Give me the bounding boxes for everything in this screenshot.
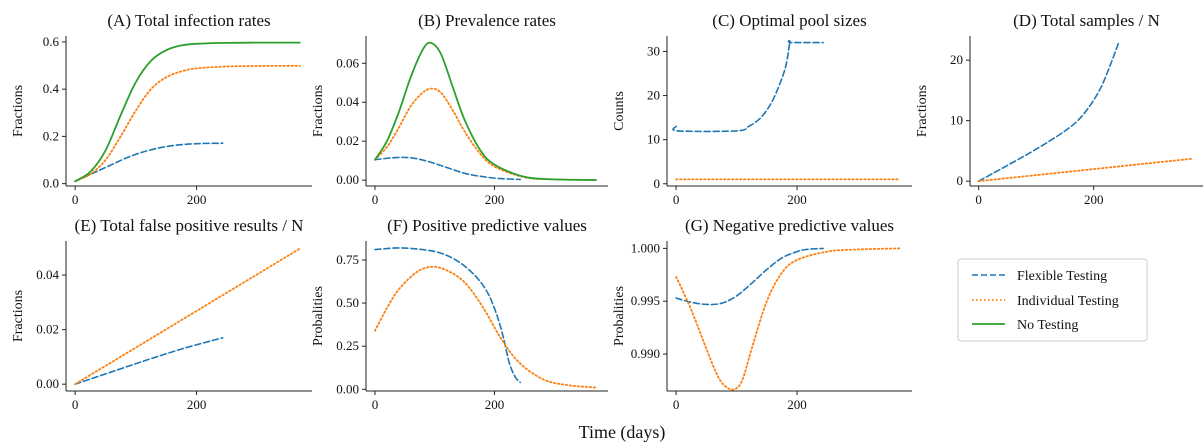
panel-a-title: (A) Total infection rates (107, 11, 270, 30)
panel-g-xtick-label: 200 (787, 397, 807, 412)
panel-e: (E) Total false positive results / N Frac… (11, 216, 312, 412)
panel-c-series-flexible-testing (672, 39, 824, 133)
panel-d-xtick-label: 0 (975, 192, 982, 207)
panel-d-series-individual-testing (977, 157, 1193, 183)
panel-e-series-flexible-testing (74, 337, 224, 385)
panel-e-ytick-label: 0.04 (36, 267, 59, 282)
panel-a-ytick-label: 0.2 (43, 128, 59, 143)
panel-g-series-flexible-testing (675, 247, 824, 306)
panel-e-ytick-label: 0.02 (36, 322, 59, 337)
panel-g-ytick-label: 1.000 (631, 240, 660, 255)
legend-label-no-testing: No Testing (1017, 318, 1078, 333)
panel-f: (F) Positive predictive values Probalitie… (311, 216, 608, 412)
panel-d-series-flexible-testing (977, 42, 1120, 182)
panel-g-ytick-label: 0.995 (631, 293, 660, 308)
legend-label-flexible: Flexible Testing (1017, 269, 1107, 284)
panel-b-xtick-label: 200 (485, 192, 505, 207)
panel-f-ytick-label: 0.00 (336, 381, 359, 396)
panel-f-title: (F) Positive predictive values (387, 216, 587, 235)
panel-a-ylabel: Fractions (11, 85, 26, 137)
panel-b-ytick-label: 0.04 (336, 94, 359, 109)
panel-a-ytick-label: 0.6 (43, 34, 60, 49)
panel-f-ylabel: Probalities (311, 286, 326, 346)
panel-a-series-no-testing (74, 41, 301, 183)
panel-d-ytick-label: 0 (957, 173, 964, 188)
panel-a-ytick-label: 0.4 (43, 81, 60, 96)
panel-e-series-individual-testing (74, 247, 301, 386)
panel-e-xtick-label: 0 (72, 397, 79, 412)
panel-d-ytick-label: 20 (950, 52, 963, 67)
panel-c-ylabel: Counts (612, 91, 627, 131)
panel-b-series-individual-testing (374, 87, 597, 181)
panel-e-ytick-label: 0.00 (36, 376, 59, 391)
panel-f-series-individual-testing (374, 265, 597, 389)
panel-b-ytick-label: 0.06 (336, 55, 359, 70)
panel-f-xtick-label: 0 (372, 397, 379, 412)
panel-b-series-no-testing (374, 41, 597, 181)
panel-c-xtick-label: 200 (787, 192, 807, 207)
panel-a-series-individual-testing (74, 64, 301, 183)
panel-f-ytick-label: 0.50 (336, 295, 359, 310)
panel-d-title: (D) Total samples / N (1013, 11, 1160, 30)
panel-g-xtick-label: 0 (673, 397, 680, 412)
panel-b-xtick-label: 0 (372, 192, 379, 207)
panel-a-series-flexible-testing (74, 142, 224, 183)
panel-a: (A) Total infection rates Fractions 0 200 0.… (11, 11, 312, 207)
panel-b: (B) Prevalence rates Fractions 0 200 0.00 0.0… (311, 11, 608, 207)
panel-f-ytick-label: 0.75 (336, 252, 359, 267)
panel-d-ytick-label: 10 (950, 113, 963, 128)
panel-f-series-flexible-testing (374, 247, 521, 384)
panel-f-ytick-label: 0.25 (336, 338, 359, 353)
panel-g-title: (G) Negative predictive values (685, 216, 894, 235)
panel-c-ytick-label: 30 (647, 43, 660, 58)
panel-a-xtick-label: 0 (72, 192, 79, 207)
panel-d-xtick-label: 200 (1084, 192, 1104, 207)
panel-b-ytick-label: 0.00 (336, 172, 359, 187)
panel-b-ylabel: Fractions (311, 85, 326, 137)
panel-b-series-flexible-testing (374, 156, 521, 181)
legend-label-individual: Individual Testing (1017, 294, 1119, 309)
panel-g-ylabel: Probalities (612, 286, 627, 346)
panel-d-ylabel: Fractions (915, 85, 930, 137)
panel-c-ytick-label: 10 (647, 132, 660, 147)
panel-b-ytick-label: 0.02 (336, 133, 359, 148)
legend-frame (957, 258, 1148, 342)
panel-c-xtick-label: 0 (673, 192, 680, 207)
panel-c: (C) Optimal pool sizes Counts 0 200 0 10 20 30 (612, 11, 912, 207)
panel-c-ytick-label: 0 (654, 176, 661, 191)
panel-d: (D) Total samples / N Fractions 0 200 0 10 20 (915, 11, 1203, 207)
panel-g-series-individual-testing (675, 247, 901, 391)
legend: Flexible Testing Individual Testing No T… (957, 258, 1148, 342)
panel-a-ytick-label: 0.0 (43, 176, 59, 191)
panel-c-title: (C) Optimal pool sizes (712, 11, 866, 30)
figure-xlabel: Time (days) (579, 422, 666, 443)
panel-c-ytick-label: 20 (647, 88, 660, 103)
panel-f-xtick-label: 200 (485, 397, 505, 412)
panel-b-title: (B) Prevalence rates (418, 11, 556, 30)
panel-g-ytick-label: 0.990 (631, 346, 660, 361)
panel-g: (G) Negative predictive values Probalitie… (612, 216, 912, 412)
panel-e-xtick-label: 200 (187, 397, 207, 412)
panel-e-ylabel: Fractions (11, 290, 26, 342)
panel-a-xtick-label: 200 (187, 192, 207, 207)
panel-e-title: (E) Total false positive results / N (75, 216, 304, 235)
